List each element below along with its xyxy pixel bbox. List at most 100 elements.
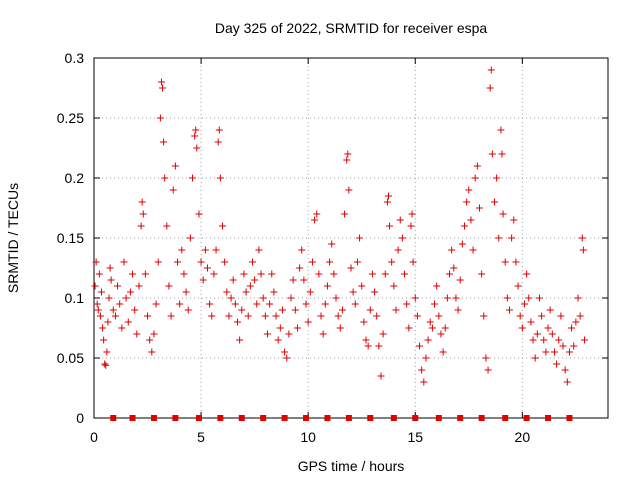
- data-point: [512, 258, 520, 266]
- baseline-marker: [345, 415, 352, 421]
- data-point: [326, 258, 334, 266]
- data-point: [488, 150, 496, 158]
- data-point: [199, 276, 207, 284]
- data-point: [426, 318, 434, 326]
- data-point: [253, 300, 261, 308]
- data-point: [160, 138, 168, 146]
- y-tick-label: 0.15: [57, 230, 84, 246]
- data-point: [405, 324, 413, 332]
- data-point: [100, 336, 108, 344]
- data-point: [176, 300, 184, 308]
- data-point: [122, 294, 130, 302]
- data-point: [124, 318, 132, 326]
- data-point: [467, 216, 475, 224]
- data-point: [97, 288, 105, 296]
- data-point: [518, 324, 526, 332]
- data-point: [574, 294, 582, 302]
- y-tick-label: 0.25: [57, 110, 84, 126]
- data-point: [197, 258, 205, 266]
- data-point: [353, 258, 361, 266]
- baseline-marker: [324, 415, 331, 421]
- data-point: [274, 336, 282, 344]
- data-point: [505, 306, 513, 314]
- data-point: [523, 270, 531, 278]
- data-point: [452, 294, 460, 302]
- data-point: [498, 150, 506, 158]
- data-point: [390, 282, 398, 290]
- data-point: [206, 300, 214, 308]
- baseline-marker: [281, 415, 288, 421]
- data-point: [225, 312, 233, 320]
- data-point: [319, 330, 327, 338]
- data-point: [201, 246, 209, 254]
- data-point: [129, 270, 137, 278]
- baseline-marker: [457, 415, 464, 421]
- baseline-marker: [303, 415, 310, 421]
- data-point: [394, 246, 402, 254]
- data-point: [420, 378, 428, 386]
- data-point: [300, 276, 308, 284]
- y-tick-label: 0.3: [65, 50, 85, 66]
- data-point: [360, 318, 368, 326]
- data-point: [141, 270, 149, 278]
- data-point: [446, 270, 454, 278]
- data-point: [150, 330, 158, 338]
- data-point: [510, 216, 518, 224]
- data-point: [144, 312, 152, 320]
- y-tick-label: 0: [76, 410, 84, 426]
- data-point: [146, 336, 154, 344]
- data-point: [396, 216, 404, 224]
- data-point: [538, 312, 546, 320]
- data-point: [157, 78, 165, 86]
- data-point: [154, 258, 162, 266]
- data-point: [381, 270, 389, 278]
- data-point: [516, 312, 524, 320]
- baseline-marker: [110, 415, 117, 421]
- x-tick-label: 10: [300, 429, 316, 445]
- data-point: [156, 114, 164, 122]
- data-point: [570, 342, 578, 350]
- data-point: [114, 282, 122, 290]
- data-point: [272, 312, 280, 320]
- data-point: [106, 264, 114, 272]
- data-point: [398, 234, 406, 242]
- data-point: [572, 318, 580, 326]
- baseline-marker: [502, 415, 509, 421]
- data-point: [484, 366, 492, 374]
- data-point: [104, 318, 112, 326]
- baseline-marker: [435, 415, 442, 421]
- data-point: [111, 312, 119, 320]
- data-point: [289, 276, 297, 284]
- data-point: [386, 222, 394, 230]
- baseline-marker: [367, 415, 374, 421]
- data-point: [120, 258, 128, 266]
- data-point: [465, 186, 473, 194]
- baseline-marker: [390, 415, 397, 421]
- data-point: [435, 312, 443, 320]
- data-point: [501, 258, 509, 266]
- data-point: [195, 210, 203, 218]
- data-point: [580, 336, 588, 344]
- data-point: [533, 330, 541, 338]
- data-point: [263, 330, 271, 338]
- data-point: [441, 324, 449, 332]
- data-point: [565, 348, 573, 356]
- data-point: [99, 324, 107, 332]
- data-point: [514, 282, 522, 290]
- data-point: [298, 246, 306, 254]
- data-point: [159, 84, 167, 92]
- data-point: [214, 138, 222, 146]
- x-axis-label: GPS time / hours: [298, 458, 405, 474]
- data-point: [368, 270, 376, 278]
- data-point: [578, 234, 586, 242]
- data-point: [328, 240, 336, 248]
- y-tick-label: 0.2: [65, 170, 85, 186]
- baseline-marker: [238, 415, 245, 421]
- data-point: [557, 312, 565, 320]
- data-point: [431, 300, 439, 308]
- data-point: [497, 126, 505, 134]
- data-point: [409, 258, 417, 266]
- data-point: [229, 276, 237, 284]
- grid-lines: [94, 58, 608, 418]
- data-point: [508, 234, 516, 242]
